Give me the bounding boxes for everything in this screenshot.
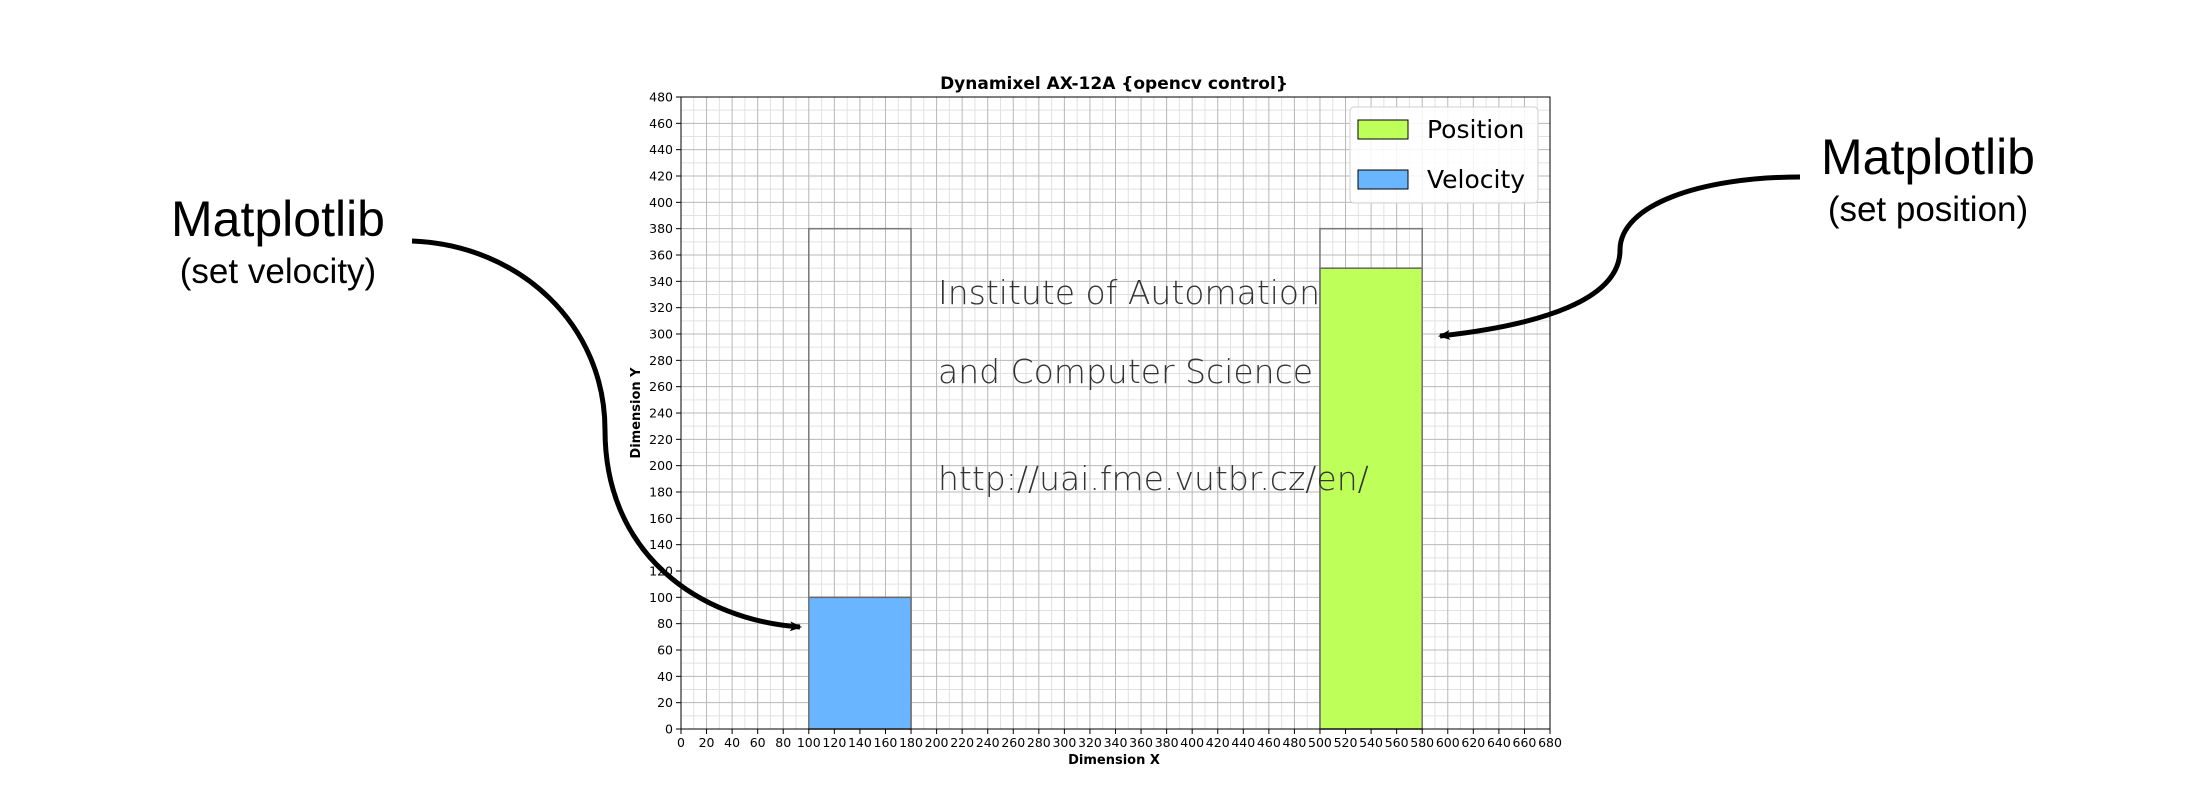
- y-tick-label: 0: [665, 722, 673, 737]
- annotation-left: Matplotlib (set velocity): [171, 191, 802, 632]
- y-tick-label: 460: [649, 116, 673, 131]
- y-tick-label: 300: [649, 327, 673, 342]
- y-tick-label: 280: [649, 353, 673, 368]
- annotation-left-arrow: [411, 238, 802, 632]
- annotation-right-title: Matplotlib: [1821, 129, 2035, 185]
- x-tick-label: 100: [797, 735, 821, 750]
- x-tick-label: 600: [1436, 735, 1460, 750]
- x-tick-label: 380: [1155, 735, 1179, 750]
- bars: [808, 227, 1423, 730]
- chart-title: Dynamixel AX-12A {opencv control}: [940, 74, 1288, 94]
- annotation-right: Matplotlib (set position): [1438, 129, 2035, 340]
- x-tick-label: 620: [1461, 735, 1485, 750]
- x-axis-label: Dimension X: [1068, 753, 1160, 768]
- x-tick-label: 60: [750, 735, 766, 750]
- x-tick-label: 480: [1282, 735, 1306, 750]
- y-tick-label: 340: [649, 274, 673, 289]
- y-tick-label: 100: [649, 590, 673, 605]
- y-tick-label: 220: [649, 432, 673, 447]
- x-tick-label: 280: [1027, 735, 1051, 750]
- x-tick-label: 300: [1052, 735, 1076, 750]
- x-tick-label: 260: [1001, 735, 1025, 750]
- y-tick-label: 20: [657, 695, 673, 710]
- legend: Position Velocity: [1349, 106, 1539, 204]
- x-tick-label: 340: [1104, 735, 1128, 750]
- x-tick-label: 160: [874, 735, 898, 750]
- y-axis-ticks: 0204060801001201401601802002202402602803…: [649, 90, 681, 737]
- annotation-left-subtitle: (set velocity): [180, 252, 376, 291]
- y-tick-label: 360: [649, 248, 673, 263]
- annotation-right-arrow: [1438, 174, 1801, 340]
- annotation-right-subtitle: (set position): [1828, 190, 2028, 229]
- x-tick-label: 140: [848, 735, 872, 750]
- x-tick-label: 520: [1334, 735, 1358, 750]
- y-tick-label: 440: [649, 142, 673, 157]
- bar-velocity: [808, 596, 912, 730]
- x-tick-label: 220: [950, 735, 974, 750]
- y-tick-label: 400: [649, 195, 673, 210]
- y-axis-label: Dimension Y: [629, 367, 644, 459]
- x-tick-label: 0: [677, 735, 685, 750]
- institute-url: http://uai.fme.vutbr.cz/en/: [938, 459, 1369, 498]
- x-tick-label: 440: [1231, 735, 1255, 750]
- x-tick-label: 360: [1129, 735, 1153, 750]
- institute-line-2: and Computer Science: [938, 352, 1313, 391]
- annotation-left-title: Matplotlib: [171, 191, 385, 247]
- legend-swatch-position: [1357, 119, 1409, 140]
- y-tick-label: 380: [649, 221, 673, 236]
- legend-label-velocity: Velocity: [1427, 165, 1525, 194]
- y-tick-label: 140: [649, 537, 673, 552]
- y-tick-label: 420: [649, 169, 673, 184]
- x-axis-ticks: 0 20 40 60 80 100 120 140 160 180 200 220 240 260 280 3…: [677, 729, 1562, 750]
- x-tick-label: 20: [699, 735, 715, 750]
- y-tick-label: 260: [649, 379, 673, 394]
- y-tick-label: 80: [657, 616, 673, 631]
- x-tick-label: 640: [1487, 735, 1511, 750]
- x-tick-label: 200: [925, 735, 949, 750]
- x-tick-label: 240: [976, 735, 1000, 750]
- x-tick-label: 40: [724, 735, 740, 750]
- y-tick-label: 160: [649, 511, 673, 526]
- y-tick-label: 200: [649, 458, 673, 473]
- y-tick-label: 180: [649, 485, 673, 500]
- x-tick-label: 560: [1385, 735, 1409, 750]
- x-tick-label: 660: [1513, 735, 1537, 750]
- x-tick-label: 80: [775, 735, 791, 750]
- x-tick-label: 120: [822, 735, 846, 750]
- y-tick-label: 480: [649, 90, 673, 105]
- x-tick-label: 400: [1180, 735, 1204, 750]
- x-tick-label: 680: [1538, 735, 1562, 750]
- x-tick-label: 580: [1410, 735, 1434, 750]
- institute-text: Institute of Automation and Computer Sci…: [938, 273, 1369, 498]
- x-tick-label: 420: [1206, 735, 1230, 750]
- y-tick-label: 320: [649, 300, 673, 315]
- x-tick-label: 320: [1078, 735, 1102, 750]
- x-tick-label: 180: [899, 735, 923, 750]
- y-tick-label: 60: [657, 643, 673, 658]
- y-tick-label: 40: [657, 669, 673, 684]
- x-tick-label: 460: [1257, 735, 1281, 750]
- institute-line-1: Institute of Automation: [938, 273, 1320, 312]
- legend-swatch-velocity: [1357, 169, 1409, 190]
- x-tick-label: 500: [1308, 735, 1332, 750]
- legend-label-position: Position: [1427, 115, 1524, 144]
- bar-position: [1319, 267, 1423, 730]
- y-tick-label: 240: [649, 406, 673, 421]
- x-tick-label: 540: [1359, 735, 1383, 750]
